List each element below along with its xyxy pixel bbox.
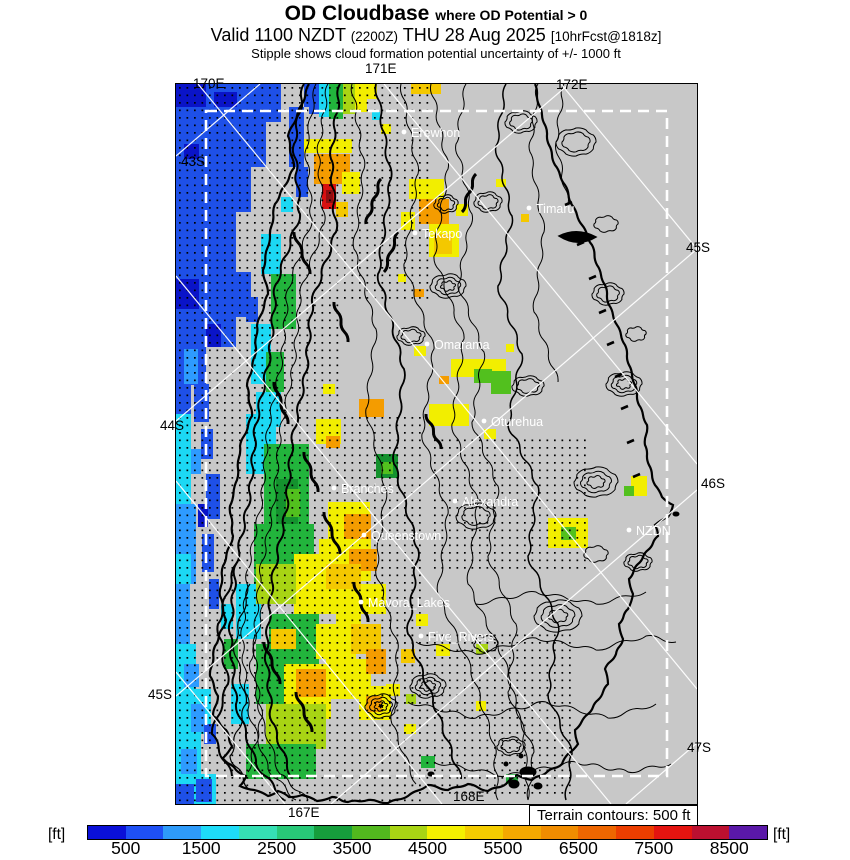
city-marker xyxy=(331,485,337,491)
valid-date: THU 28 Aug 2025 xyxy=(402,25,546,45)
city-labels-layer: Erewhon Timaru Tekapo Omarama Oturehua Branch… xyxy=(331,126,671,644)
city-marker xyxy=(452,498,458,504)
city-label: NZDN xyxy=(636,524,671,538)
colorbar-segment xyxy=(238,826,277,839)
colorbar-unit-left: [ft] xyxy=(48,826,66,843)
cloudbase-colorbar xyxy=(87,825,768,840)
terrain-contours xyxy=(210,83,677,801)
title-qualifier: where OD Potential > 0 xyxy=(435,7,588,23)
lat-label-43S: 43S xyxy=(181,154,206,169)
city-label: Branches xyxy=(341,482,394,496)
colorbar-segment xyxy=(163,826,202,839)
colorbar-segment xyxy=(653,826,692,839)
colorbar-segment xyxy=(465,826,503,839)
lon-label-171E: 171E xyxy=(365,61,397,76)
city-label: Five_Rivers xyxy=(428,630,494,644)
city-marker xyxy=(358,599,364,605)
city-marker xyxy=(526,205,532,211)
city-marker xyxy=(418,633,424,639)
colorbar-segment xyxy=(729,826,767,839)
colorbar-segment xyxy=(88,826,126,839)
city-label: Erewhon xyxy=(411,126,460,140)
graticule-lines xyxy=(175,83,698,805)
coastline xyxy=(208,83,680,805)
colorbar-segment xyxy=(352,826,390,839)
lat-label-47S: 47S xyxy=(687,740,712,755)
city-marker xyxy=(412,230,418,236)
colorbar-tick: 3500 xyxy=(332,838,372,858)
colorbar-tick: 2500 xyxy=(257,838,297,858)
colorbar-segment xyxy=(691,826,730,839)
city-label: Omarama xyxy=(434,338,490,352)
lon-label-170E: 170E xyxy=(193,76,225,91)
lon-label-168E: 168E xyxy=(453,789,485,804)
lat-label-44S: 44S xyxy=(160,418,185,433)
lat-label-45S-left: 45S xyxy=(148,687,173,702)
subtitle: Stipple shows cloud formation potential … xyxy=(251,46,621,61)
city-label: Alexandra xyxy=(462,495,518,509)
colorbar-tick: 4500 xyxy=(408,838,447,858)
colorbar-tick: 6500 xyxy=(558,838,598,858)
colorbar-segment xyxy=(125,826,164,839)
colorbar-tick: 8500 xyxy=(709,838,749,858)
inner-domain-box xyxy=(204,109,669,778)
colorbar-tick: 500 xyxy=(111,838,141,858)
city-label: Oturehua xyxy=(491,415,543,429)
colorbar-tick: 1500 xyxy=(181,838,221,858)
map-canvas: Erewhon Timaru Tekapo Omarama Oturehua Branch… xyxy=(175,83,698,805)
colorbar-tick: 5500 xyxy=(483,838,523,858)
colorbar-unit-right: [ft] xyxy=(773,826,791,843)
forecast-map[interactable]: Erewhon Timaru Tekapo Omarama Oturehua Branch… xyxy=(175,83,698,805)
colorbar-tick: 7500 xyxy=(634,838,674,858)
page-title-line: OD Cloudbase where OD Potential > 0 xyxy=(20,3,850,26)
lat-label-46S: 46S xyxy=(701,476,726,491)
city-marker xyxy=(481,418,487,424)
city-label: Queenstown xyxy=(371,529,441,543)
city-marker xyxy=(626,527,632,533)
colorbar-segment xyxy=(540,826,579,839)
colorbar-segment xyxy=(276,826,315,839)
header: OD Cloudbase where OD Potential > 0 Vali… xyxy=(20,3,850,62)
city-label: Mavora_Lakes xyxy=(368,596,450,610)
page-title: OD Cloudbase xyxy=(284,2,430,25)
city-marker xyxy=(424,341,430,347)
city-label: Timaru xyxy=(536,202,574,216)
city-marker xyxy=(361,532,367,538)
colorbar-segment xyxy=(314,826,353,839)
city-marker xyxy=(401,129,407,135)
stipple-uncertainty-layer xyxy=(176,84,586,804)
valid-utc: (2200Z) xyxy=(350,29,399,44)
colorbar-segment xyxy=(427,826,466,839)
colorbar-segment xyxy=(502,826,541,839)
terrain-contours-note: Terrain contours: 500 ft xyxy=(529,805,699,826)
colorbar-segment xyxy=(389,826,428,839)
colorbar-segment xyxy=(201,826,239,839)
colorbar-segment xyxy=(578,826,617,839)
valid-line: Valid 1100 NZDT (2200Z) THU 28 Aug 2025 … xyxy=(20,26,850,46)
forecast-init: [10hrFcst@1818z] xyxy=(550,29,662,44)
colorbar-segment xyxy=(616,826,654,839)
lat-label-45S-right: 45S xyxy=(686,240,711,255)
lon-label-167E: 167E xyxy=(288,805,320,820)
lon-label-172E: 172E xyxy=(556,77,588,92)
city-label: Tekapo xyxy=(422,227,462,241)
valid-time: Valid 1100 NZDT xyxy=(210,25,346,45)
